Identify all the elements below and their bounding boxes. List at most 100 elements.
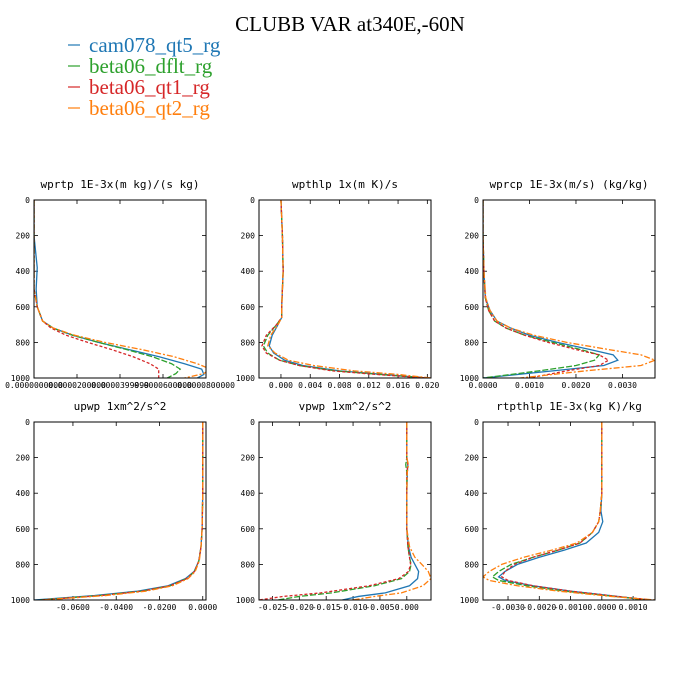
y-tick-label: 200: [465, 232, 480, 241]
y-tick-label: 600: [465, 525, 480, 534]
panel-3: upwp 1xm^2/s^2 0 200 400 600 800 1000 -0.0600 -0…: [11, 400, 218, 612]
y-tick-label: 0: [250, 418, 255, 427]
plot-frame: [33, 199, 207, 379]
y-tick-label: 800: [465, 560, 480, 569]
series-group: [259, 422, 431, 600]
series-group: [483, 422, 655, 600]
series-line-3: [483, 200, 655, 378]
x-tick-label: -0.0030: [491, 603, 525, 612]
legend: cam078_qt5_rgbeta06_dflt_rgbeta06_qt1_rg…: [68, 33, 221, 120]
series-line-2: [40, 422, 204, 600]
panel-title: wprtp 1E-3x(m kg)/(s kg): [41, 178, 200, 191]
x-tick-label: -0.0200: [143, 603, 177, 612]
x-tick-label: 0.0000: [587, 603, 616, 612]
legend-label-2: beta06_qt1_rg: [89, 75, 210, 99]
series-line-1: [262, 200, 428, 378]
y-tick-label: 200: [241, 454, 256, 463]
y-tick-label: 1000: [11, 374, 30, 383]
plot-frame: [33, 421, 207, 601]
y-tick-label: 200: [16, 454, 31, 463]
series-line-0: [497, 422, 649, 600]
y-tick-label: 800: [16, 338, 31, 347]
series-line-1: [34, 200, 182, 378]
y-tick-label: 400: [241, 489, 256, 498]
panel-title: vpwp 1xm^2/s^2: [299, 400, 392, 413]
x-tick-label: 0.0000: [188, 603, 217, 612]
x-tick-label: 0.0000000000: [5, 381, 63, 390]
x-tick-label: 0.008: [327, 381, 351, 390]
x-tick-label: 0.0020: [562, 381, 591, 390]
plot-frame: [258, 421, 432, 601]
panel-0: wprtp 1E-3x(m kg)/(s kg) 0 200 400 600 800 100…: [5, 178, 235, 390]
y-tick-label: 800: [241, 560, 256, 569]
y-tick-label: 1000: [236, 374, 255, 383]
series-line-1: [38, 422, 204, 600]
y-tick-label: 1000: [460, 374, 479, 383]
y-tick-label: 0: [474, 418, 479, 427]
panel-title: upwp 1xm^2/s^2: [74, 400, 167, 413]
legend-label-3: beta06_qt2_rg: [89, 96, 210, 120]
y-tick-label: 600: [241, 525, 256, 534]
series-group: [34, 422, 204, 600]
series-line-2: [261, 200, 428, 378]
panel-title: wpthlp 1x(m K)/s: [292, 178, 398, 191]
series-line-2: [483, 200, 610, 378]
x-tick-label: 0.016: [386, 381, 410, 390]
y-tick-label: 0: [25, 418, 30, 427]
y-tick-label: 800: [16, 560, 31, 569]
y-tick-label: 600: [16, 525, 31, 534]
x-tick-label: 0.0000200000: [48, 381, 106, 390]
y-tick-label: 800: [241, 338, 256, 347]
series-line-0: [34, 422, 204, 600]
series-line-3: [42, 422, 204, 600]
series-line-0: [268, 200, 428, 378]
series-line-2: [259, 422, 412, 600]
y-tick-label: 400: [241, 267, 256, 276]
series-group: [34, 200, 206, 378]
series-line-3: [352, 422, 431, 600]
y-tick-label: 400: [465, 267, 480, 276]
plot-frame: [482, 199, 656, 379]
y-tick-label: 600: [465, 303, 480, 312]
x-tick-label: 0.0000800000: [177, 381, 235, 390]
plot-frame: [482, 421, 656, 601]
x-tick-label: 0.004: [298, 381, 322, 390]
x-tick-label: -0.010: [339, 603, 368, 612]
x-tick-label: -0.025: [258, 603, 287, 612]
y-tick-label: 400: [16, 267, 31, 276]
x-tick-label: -0.005: [365, 603, 394, 612]
series-line-2: [500, 422, 652, 600]
x-tick-label: 0.0000: [469, 381, 498, 390]
y-tick-label: 200: [16, 232, 31, 241]
y-tick-label: 1000: [460, 596, 479, 605]
panel-1: wpthlp 1x(m K)/s 0 200 400 600 800 1000 0.000 0.…: [236, 178, 440, 390]
x-tick-label: -0.0010: [554, 603, 588, 612]
x-tick-label: -0.015: [312, 603, 341, 612]
series-line-3: [483, 422, 655, 600]
x-tick-label: 0.000: [395, 603, 419, 612]
panels-container: wprtp 1E-3x(m kg)/(s kg) 0 200 400 600 800 100…: [5, 178, 656, 612]
y-tick-label: 400: [16, 489, 31, 498]
y-tick-label: 400: [465, 489, 480, 498]
panel-title: wprcp 1E-3x(m/s) (kg/kg): [490, 178, 649, 191]
panel-title: rtpthlp 1E-3x(kg K)/kg: [496, 400, 642, 413]
series-line-1: [491, 422, 649, 600]
series-line-0: [34, 200, 205, 378]
y-tick-label: 800: [465, 338, 480, 347]
y-tick-label: 1000: [236, 596, 255, 605]
x-tick-label: 0.012: [357, 381, 381, 390]
series-group: [261, 200, 431, 378]
panel-2: wprcp 1E-3x(m/s) (kg/kg) 0 200 400 600 800 100…: [460, 178, 656, 390]
plot-frame: [258, 199, 432, 379]
series-line-2: [34, 200, 160, 378]
x-tick-label: -0.020: [285, 603, 314, 612]
x-tick-label: -0.0600: [56, 603, 90, 612]
y-tick-label: 0: [25, 196, 30, 205]
x-tick-label: 0.000: [269, 381, 293, 390]
x-tick-label: -0.0020: [522, 603, 556, 612]
series-line-0: [483, 200, 619, 378]
y-tick-label: 200: [465, 454, 480, 463]
y-tick-label: 0: [474, 196, 479, 205]
legend-label-1: beta06_dflt_rg: [89, 54, 213, 78]
